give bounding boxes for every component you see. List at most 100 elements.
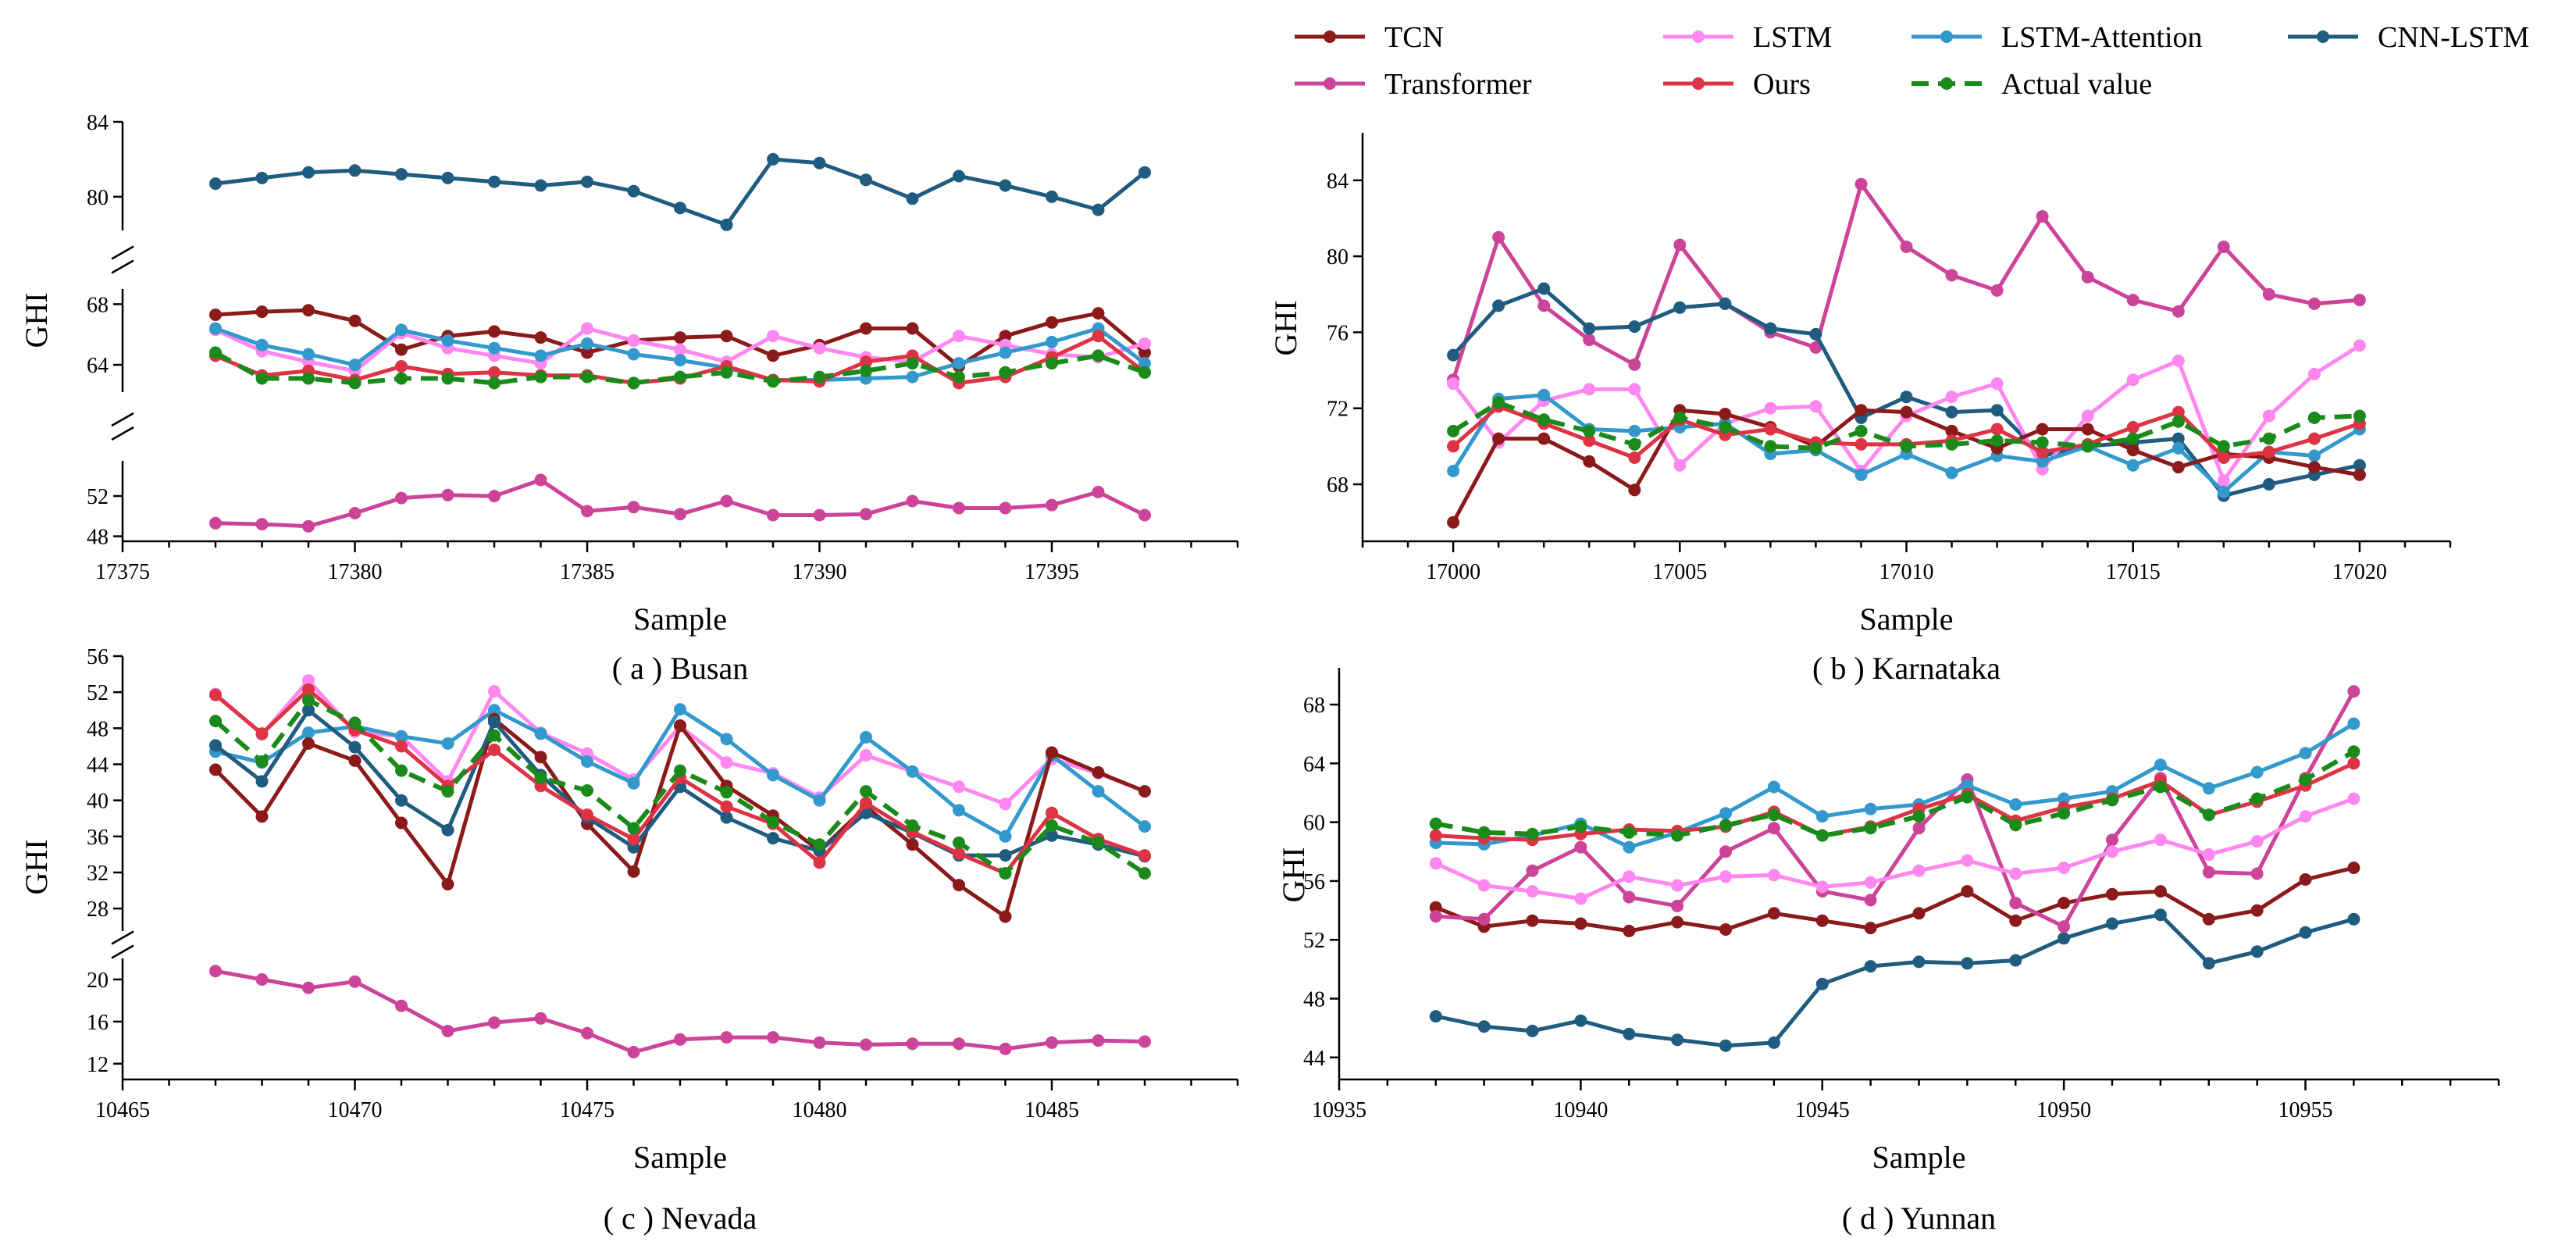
data-point xyxy=(767,1031,779,1044)
data-point xyxy=(1809,341,1822,354)
y-tick-label: 72 xyxy=(1327,398,1349,422)
data-point xyxy=(1864,894,1877,907)
data-point xyxy=(581,370,593,384)
data-point xyxy=(488,744,501,756)
series-line-actual-value xyxy=(214,350,1146,386)
y-axis-title: GHI xyxy=(19,839,54,894)
data-point xyxy=(1855,437,1868,451)
data-point xyxy=(1537,299,1551,312)
data-point xyxy=(767,815,779,829)
data-point xyxy=(1815,977,1829,990)
data-point xyxy=(1447,465,1460,477)
data-point xyxy=(906,819,919,832)
data-point xyxy=(1767,869,1780,882)
data-point xyxy=(255,973,269,986)
y-axis-title: GHI xyxy=(19,292,54,348)
data-point xyxy=(348,975,362,988)
data-point xyxy=(1092,785,1105,798)
axis-break-mark xyxy=(111,930,134,945)
data-point xyxy=(627,334,640,347)
data-point xyxy=(906,1037,919,1051)
data-point xyxy=(209,516,222,530)
data-point xyxy=(441,1025,454,1037)
data-point xyxy=(1477,879,1491,892)
legend-swatch-marker xyxy=(1692,30,1705,43)
data-point xyxy=(1046,1036,1058,1049)
series-line-transformer xyxy=(1435,690,2356,929)
data-point xyxy=(209,177,222,191)
x-tick-label: 17005 xyxy=(1652,560,1707,584)
data-point xyxy=(1537,413,1551,426)
data-point xyxy=(2202,865,2215,879)
data-point xyxy=(2299,773,2312,786)
data-point xyxy=(302,348,315,361)
data-point xyxy=(1767,808,1780,822)
x-tick-label: 17390 xyxy=(793,560,847,584)
data-point xyxy=(1809,400,1822,413)
data-point xyxy=(348,314,362,327)
data-point xyxy=(1092,349,1105,362)
data-point xyxy=(1671,879,1684,892)
data-point xyxy=(1092,485,1105,498)
data-point xyxy=(1628,320,1641,334)
data-point xyxy=(1537,282,1551,295)
data-point xyxy=(209,688,222,701)
data-point xyxy=(441,171,454,184)
data-point xyxy=(1046,498,1058,512)
legend-swatch-marker xyxy=(1940,30,1953,43)
data-point xyxy=(255,775,269,788)
x-tick-label: 17000 xyxy=(1426,560,1480,584)
data-point xyxy=(720,1031,733,1044)
data-point xyxy=(627,833,640,846)
y-tick-label: 48 xyxy=(1303,987,1325,1012)
data-point xyxy=(2250,792,2264,805)
data-point xyxy=(906,357,919,370)
data-point xyxy=(2126,294,2140,307)
data-point xyxy=(348,716,362,730)
data-point xyxy=(2299,810,2312,823)
legend-item-tcn: TCN xyxy=(1295,21,1444,54)
y-tick-label: 52 xyxy=(1303,929,1325,953)
data-point xyxy=(1429,901,1442,914)
data-point xyxy=(1429,829,1442,842)
legend-item-ours: Ours xyxy=(1663,68,1811,101)
data-point xyxy=(627,376,640,390)
data-point xyxy=(720,494,733,508)
y-tick-label: 32 xyxy=(87,862,109,886)
data-point xyxy=(1492,230,1505,244)
x-axis-title: Sample xyxy=(1860,601,1954,637)
x-tick-label: 17375 xyxy=(95,560,150,584)
data-point xyxy=(1623,826,1636,839)
data-point xyxy=(1447,424,1460,437)
data-point xyxy=(1855,424,1868,437)
data-point xyxy=(209,322,222,335)
y-tick-label: 64 xyxy=(1303,752,1325,776)
data-point xyxy=(999,910,1012,923)
data-point xyxy=(395,999,408,1012)
data-point xyxy=(860,173,872,187)
data-point xyxy=(1809,441,1822,455)
data-point xyxy=(302,737,315,750)
data-point xyxy=(1623,890,1636,904)
legend-label: Actual value xyxy=(2001,68,2152,101)
data-point xyxy=(2036,436,2049,449)
data-point xyxy=(999,366,1012,379)
series-tcn xyxy=(1447,404,2366,529)
data-point xyxy=(1900,440,1913,453)
legend-swatch-marker xyxy=(1324,30,1336,43)
data-point xyxy=(813,856,826,869)
data-point xyxy=(1945,424,1958,437)
data-point xyxy=(906,838,919,851)
data-point xyxy=(860,322,872,335)
data-point xyxy=(395,372,408,385)
data-point xyxy=(1138,366,1151,379)
data-point xyxy=(2347,757,2360,770)
data-point xyxy=(2250,945,2264,958)
data-point xyxy=(1526,885,1539,898)
data-point xyxy=(999,830,1012,843)
data-point xyxy=(1945,466,1958,480)
data-point xyxy=(255,372,269,385)
data-point xyxy=(2250,835,2264,848)
data-point xyxy=(1537,432,1551,445)
data-point xyxy=(1092,203,1105,216)
